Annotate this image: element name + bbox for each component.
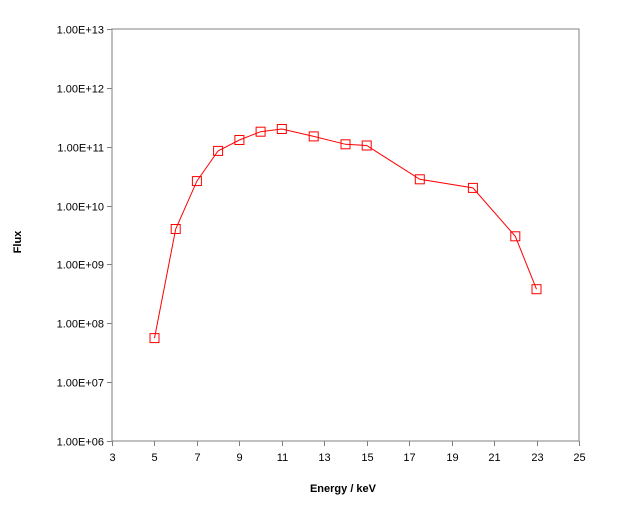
tick-labels: 1.00E+06 1.00E+07 1.00E+08 1.00E+09 1.00E+10… <box>57 25 586 465</box>
data-point-marker <box>414 174 425 185</box>
data-point-marker <box>531 284 542 295</box>
data-point-marker <box>170 224 181 234</box>
data-point-marker <box>276 124 287 134</box>
x-tick-label: 13 <box>318 452 330 464</box>
x-tick-label: 17 <box>403 452 415 464</box>
y-tick-label: 1.00E+13 <box>57 25 104 37</box>
x-tick-label: 15 <box>361 452 373 464</box>
x-tick-label: 25 <box>573 452 585 464</box>
data-point-marker <box>510 231 521 242</box>
y-axis-title: Flux <box>12 230 24 253</box>
x-tick-label: 5 <box>151 452 157 464</box>
data-point-marker <box>255 126 266 137</box>
data-point-marker <box>191 176 202 187</box>
x-tick-label: 19 <box>446 452 458 464</box>
data-point-marker <box>213 145 224 156</box>
x-tick-label: 7 <box>194 452 200 464</box>
data-point-marker <box>308 131 319 142</box>
x-tick-label: 3 <box>109 452 115 464</box>
y-tick-label: 1.00E+10 <box>57 202 104 214</box>
y-tick-label: 1.00E+09 <box>57 260 104 272</box>
x-tick-label: 11 <box>277 452 288 464</box>
data-series <box>149 124 542 344</box>
x-tick-label: 23 <box>531 452 543 464</box>
axes <box>107 28 580 446</box>
x-axis-title: Energy / keV <box>310 483 377 495</box>
plot-area-frame <box>111 28 580 442</box>
x-tick-label: 9 <box>236 452 242 464</box>
data-point-marker <box>234 135 245 145</box>
data-point-marker <box>340 139 351 150</box>
y-tick-label: 1.00E+07 <box>57 378 104 390</box>
data-point-marker <box>149 333 160 344</box>
x-tick-label: 21 <box>488 452 500 464</box>
y-tick-label: 1.00E+08 <box>57 319 104 331</box>
y-tick-label: 1.00E+06 <box>57 437 104 449</box>
data-point-marker <box>467 182 478 193</box>
y-tick-label: 1.00E+12 <box>57 84 104 96</box>
data-point-marker <box>361 140 372 151</box>
y-tick-label: 1.00E+11 <box>57 143 104 155</box>
series-line <box>154 128 537 339</box>
